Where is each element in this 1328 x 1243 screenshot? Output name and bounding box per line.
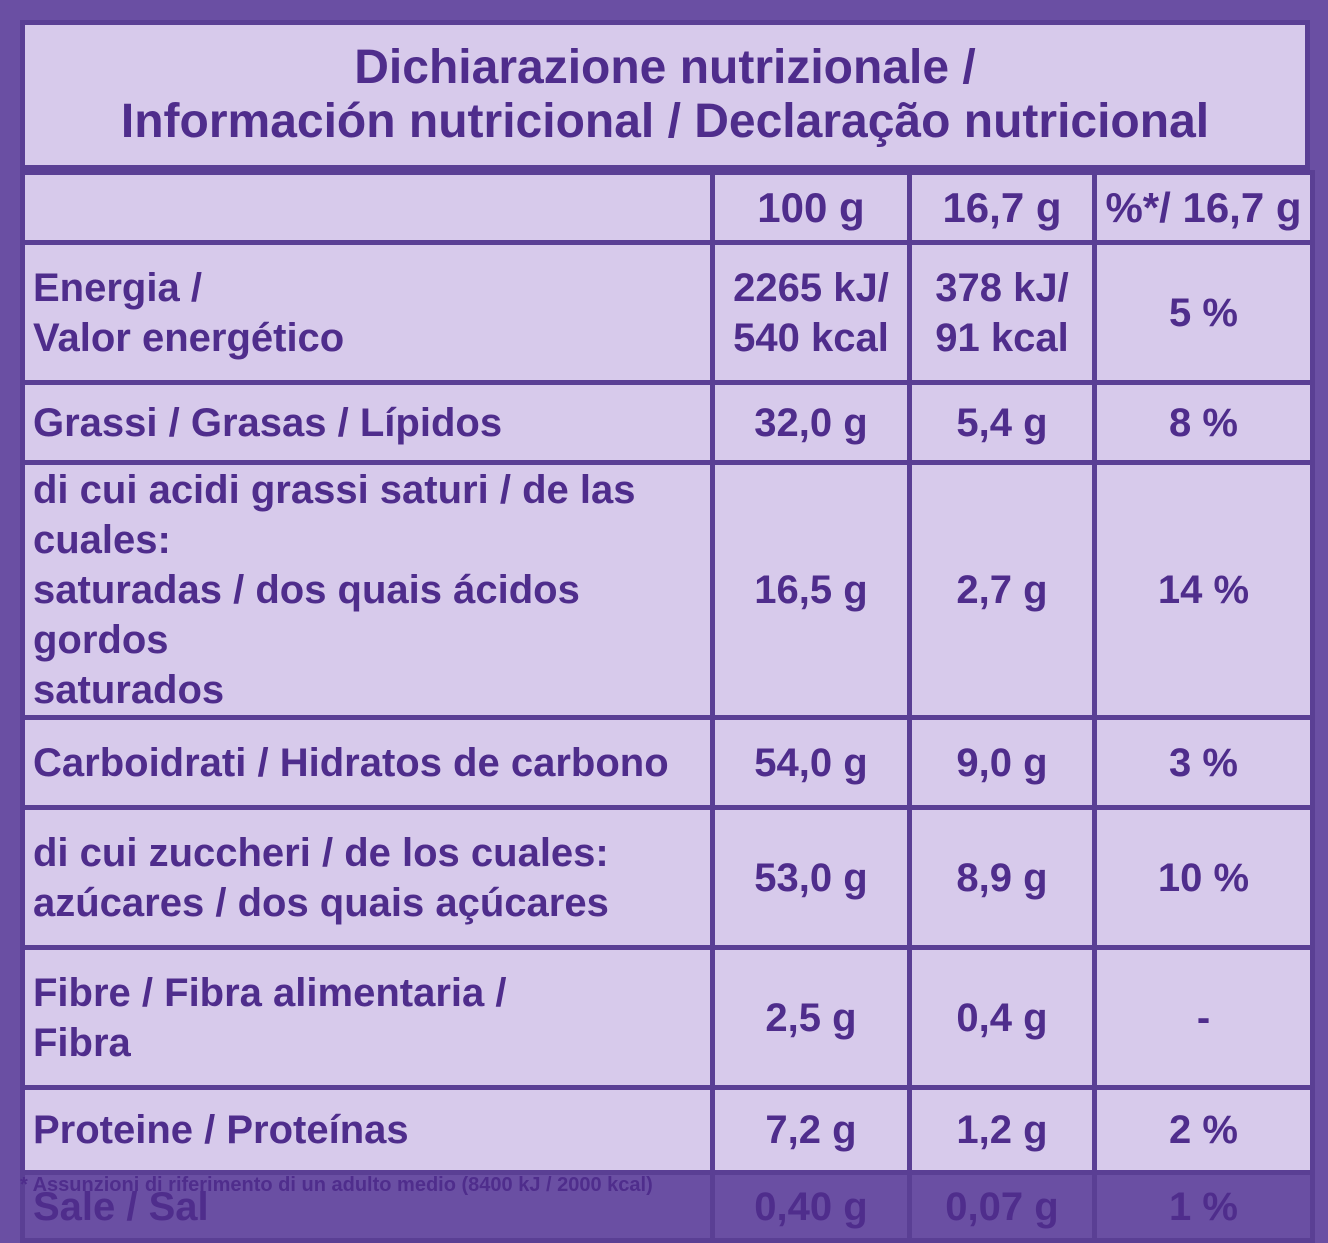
row-label-line: Fibra <box>33 1020 131 1065</box>
row-label-line: Fibre / Fibra alimentaria / <box>33 970 507 1015</box>
nutrition-table: 100 g 16,7 g %*/ 16,7 g Energia / Valor … <box>20 170 1315 1243</box>
value-per-serving: 378 kJ/ 91 kcal <box>907 240 1097 385</box>
row-label: Fibre / Fibra alimentaria / Fibra <box>20 945 715 1090</box>
table-row: Fibre / Fibra alimentaria / Fibra 2,5 g … <box>20 945 1315 1090</box>
value-per-serving: 8,9 g <box>907 805 1097 950</box>
header-per-100g: 100 g <box>710 170 912 245</box>
value-reference-intake: - <box>1092 945 1315 1090</box>
row-label-line: di cui acidi grassi saturi / de las cual… <box>33 468 636 562</box>
value-per-serving: 1,2 g <box>907 1085 1097 1175</box>
value-line: 91 kcal <box>935 315 1069 360</box>
value-line: 2265 kJ/ <box>733 265 889 310</box>
value-per-100g: 2,5 g <box>710 945 912 1090</box>
table-row: Carboidrati / Hidratos de carbono 54,0 g… <box>20 715 1315 810</box>
row-label: Energia / Valor energético <box>20 240 715 385</box>
table-row: di cui acidi grassi saturi / de las cual… <box>20 460 1315 720</box>
table-row: Energia / Valor energético 2265 kJ/ 540 … <box>20 240 1315 385</box>
nutrition-panel: Dichiarazione nutrizionale / Información… <box>20 20 1315 1243</box>
value-reference-intake: 2 % <box>1092 1085 1315 1175</box>
value-reference-intake: 8 % <box>1092 380 1315 465</box>
table-row: di cui zuccheri / de los cuales: azúcare… <box>20 805 1315 950</box>
value-per-100g: 32,0 g <box>710 380 912 465</box>
value-per-100g: 7,2 g <box>710 1085 912 1175</box>
table-row: Grassi / Grasas / Lípidos 32,0 g 5,4 g 8… <box>20 380 1315 465</box>
nutrition-title: Dichiarazione nutrizionale / Información… <box>20 20 1310 170</box>
value-reference-intake: 14 % <box>1092 460 1315 720</box>
value-reference-intake: 1 % <box>1092 1170 1315 1243</box>
value-per-serving: 5,4 g <box>907 380 1097 465</box>
value-per-100g: 2265 kJ/ 540 kcal <box>710 240 912 385</box>
title-line-2: Información nutricional / Declaração nut… <box>120 95 1210 148</box>
row-label: Grassi / Grasas / Lípidos <box>20 380 715 465</box>
value-line: 378 kJ/ <box>935 265 1069 310</box>
row-label-line: Valor energético <box>33 315 345 360</box>
row-label-line: di cui zuccheri / de los cuales: <box>33 830 609 875</box>
row-label-line: saturados <box>33 668 225 712</box>
value-line: 540 kcal <box>733 315 889 360</box>
title-line-1: Dichiarazione nutrizionale / <box>354 41 976 94</box>
value-reference-intake: 10 % <box>1092 805 1315 950</box>
value-reference-intake: 5 % <box>1092 240 1315 385</box>
row-label-line: saturadas / dos quais ácidos gordos <box>33 568 580 662</box>
row-label-line: Energia / <box>33 265 202 310</box>
row-label: Proteine / Proteínas <box>20 1085 715 1175</box>
row-label: Carboidrati / Hidratos de carbono <box>20 715 715 810</box>
value-per-serving: 0,4 g <box>907 945 1097 1090</box>
row-label-line: Carboidrati / Hidratos de carbono <box>33 740 669 785</box>
value-reference-intake: 3 % <box>1092 715 1315 810</box>
header-empty-cell <box>20 170 715 245</box>
table-row: Proteine / Proteínas 7,2 g 1,2 g 2 % <box>20 1085 1315 1175</box>
value-per-100g: 54,0 g <box>710 715 912 810</box>
row-label-line: azúcares / dos quais açúcares <box>33 880 609 925</box>
value-per-serving: 2,7 g <box>907 460 1097 720</box>
value-per-100g: 53,0 g <box>710 805 912 950</box>
row-label-line: Proteine / Proteínas <box>33 1108 409 1152</box>
row-label: di cui zuccheri / de los cuales: azúcare… <box>20 805 715 950</box>
value-per-serving: 0,07 g <box>907 1170 1097 1243</box>
header-reference-intake: %*/ 16,7 g <box>1092 170 1315 245</box>
header-per-serving: 16,7 g <box>907 170 1097 245</box>
value-per-serving: 9,0 g <box>907 715 1097 810</box>
row-label-line: Grassi / Grasas / Lípidos <box>33 400 503 445</box>
value-per-100g: 16,5 g <box>710 460 912 720</box>
header-row: 100 g 16,7 g %*/ 16,7 g <box>20 170 1315 245</box>
row-label: di cui acidi grassi saturi / de las cual… <box>20 460 715 720</box>
value-per-100g: 0,40 g <box>710 1170 912 1243</box>
